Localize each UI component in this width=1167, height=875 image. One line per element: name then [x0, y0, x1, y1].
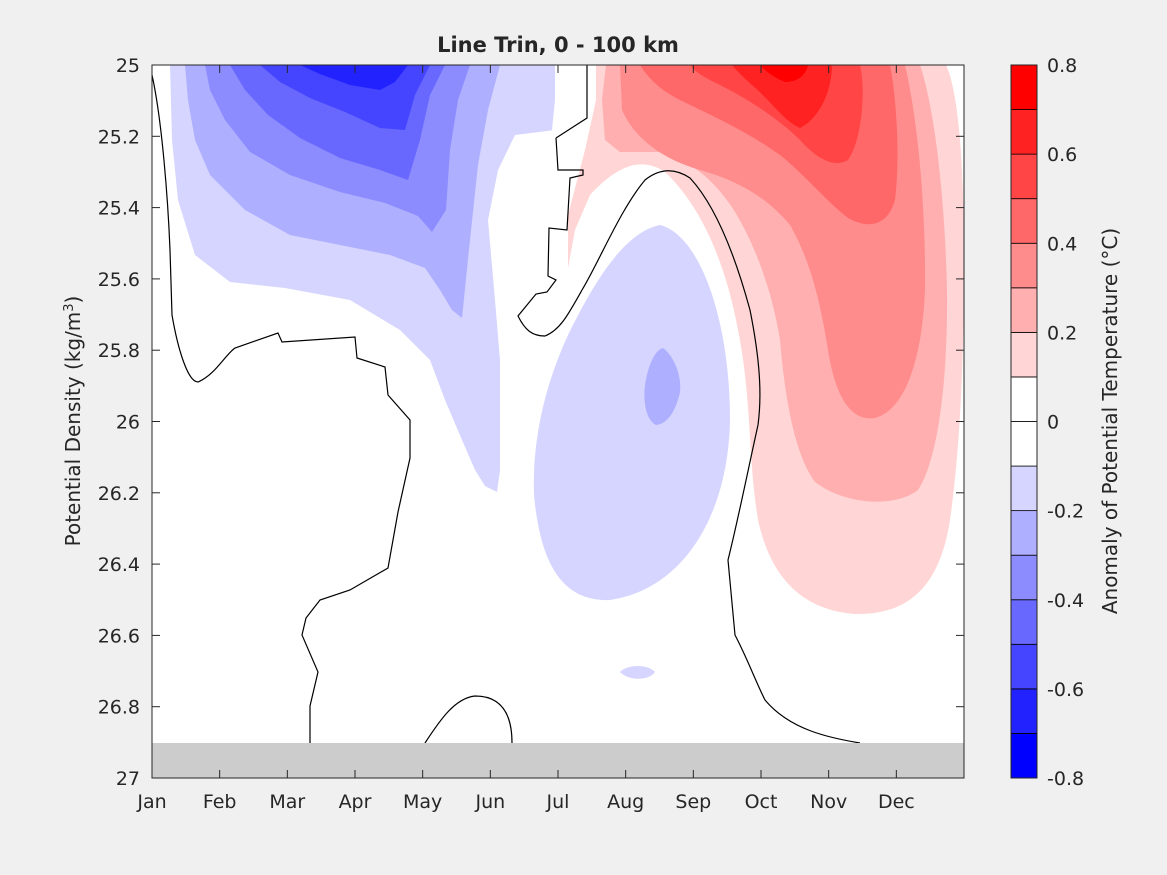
y-axis-title: Potential Density (kg/m3)	[61, 296, 85, 547]
colorbar-border	[1010, 64, 1038, 779]
y-tick-label: 25.4	[98, 198, 140, 220]
colorbar-segment	[1010, 465, 1038, 512]
x-tick-label: Jun	[474, 791, 505, 813]
colorbar-tick-label: -0.6	[1047, 679, 1084, 701]
colorbar-tick-label: 0.8	[1047, 55, 1077, 77]
colorbar-segment	[1010, 421, 1038, 467]
colorbar-tick-label: 0.6	[1047, 144, 1077, 166]
colorbar-segment	[1010, 733, 1038, 779]
colorbar-segment	[1010, 331, 1038, 378]
y-tick-label: 25.8	[98, 340, 140, 362]
y-tick-label: 26	[116, 412, 140, 434]
colorbar-tick-label: -0.2	[1047, 501, 1084, 523]
x-tick-label: Feb	[203, 791, 237, 813]
x-tick-label: Nov	[810, 791, 847, 813]
x-tick-label: Jul	[546, 791, 570, 813]
x-tick-label: Jan	[136, 791, 166, 813]
colorbar-segment	[1010, 153, 1038, 200]
y-axis: 25 25.2 25.4 25.6 25.8 26 26.2 26.4 26.6 26.8 27	[98, 55, 964, 790]
x-tick-label: Oct	[745, 791, 778, 813]
y-tick-label: 26.2	[98, 483, 140, 505]
y-axis-title-close: )	[61, 296, 85, 304]
colorbar: 0.8 0.6 0.4 0.2 0 -0.2 -0.4 -0.6 -0.8	[1010, 55, 1084, 790]
x-tick-label: Dec	[878, 791, 915, 813]
y-tick-label: 25.6	[98, 269, 140, 291]
contour-band-neg-0.1-blip	[620, 666, 655, 679]
colorbar-tick-label: -0.4	[1047, 590, 1084, 612]
x-tick-label: May	[403, 791, 442, 813]
contour-band-pos-0.7	[760, 65, 808, 82]
x-tick-label: Mar	[269, 791, 305, 813]
colorbar-segment	[1010, 554, 1038, 601]
colorbar-tick-label: -0.8	[1047, 768, 1084, 790]
colorbar-label: Anomaly of Potential Temperature (°C)	[1098, 228, 1122, 614]
contour-band-neg-0.6	[300, 65, 408, 90]
chart-title: Line Trin, 0 - 100 km	[437, 33, 679, 57]
y-axis-title-exponent: 3	[62, 303, 77, 311]
zero-contour-jun	[424, 695, 513, 744]
colorbar-segment	[1010, 64, 1038, 110]
y-axis-title-main: Potential Density (kg/m	[61, 312, 85, 547]
y-tick-label: 26.6	[98, 625, 140, 647]
colorbar-segment	[1010, 599, 1038, 645]
colorbar-tick-label: 0.4	[1047, 233, 1077, 255]
y-tick-label: 27	[116, 768, 140, 790]
zero-contour-jul-step	[517, 65, 861, 744]
y-tick-label: 26.8	[98, 697, 140, 719]
contour-field	[152, 65, 964, 744]
y-tick-label: 26.4	[98, 554, 140, 576]
colorbar-segment	[1010, 242, 1038, 289]
colorbar-tick-label: 0	[1047, 412, 1059, 434]
x-axis: Jan Feb Mar Apr May Jun Jul Aug Sep Oct Nov Dec	[136, 65, 915, 813]
y-tick-label: 25	[116, 55, 140, 77]
x-tick-label: Apr	[339, 791, 372, 813]
contour-band-pos-0.6	[732, 65, 832, 128]
x-tick-label: Aug	[607, 791, 644, 813]
colorbar-segment	[1010, 376, 1038, 422]
colorbar-segment	[1010, 688, 1038, 734]
colorbar-segment	[1010, 643, 1038, 690]
x-tick-label: Sep	[675, 791, 711, 813]
colorbar-segment	[1010, 198, 1038, 244]
contour-band-neg-0.1-lobe	[533, 225, 730, 601]
y-tick-label: 25.2	[98, 126, 140, 148]
colorbar-segment	[1010, 287, 1038, 333]
colorbar-segment	[1010, 510, 1038, 556]
contour-band-neg-0.2-lobe	[644, 348, 681, 425]
zero-contour-left	[152, 74, 411, 743]
colorbar-segment	[1010, 109, 1038, 155]
colorbar-tick-label: 0.2	[1047, 322, 1077, 344]
